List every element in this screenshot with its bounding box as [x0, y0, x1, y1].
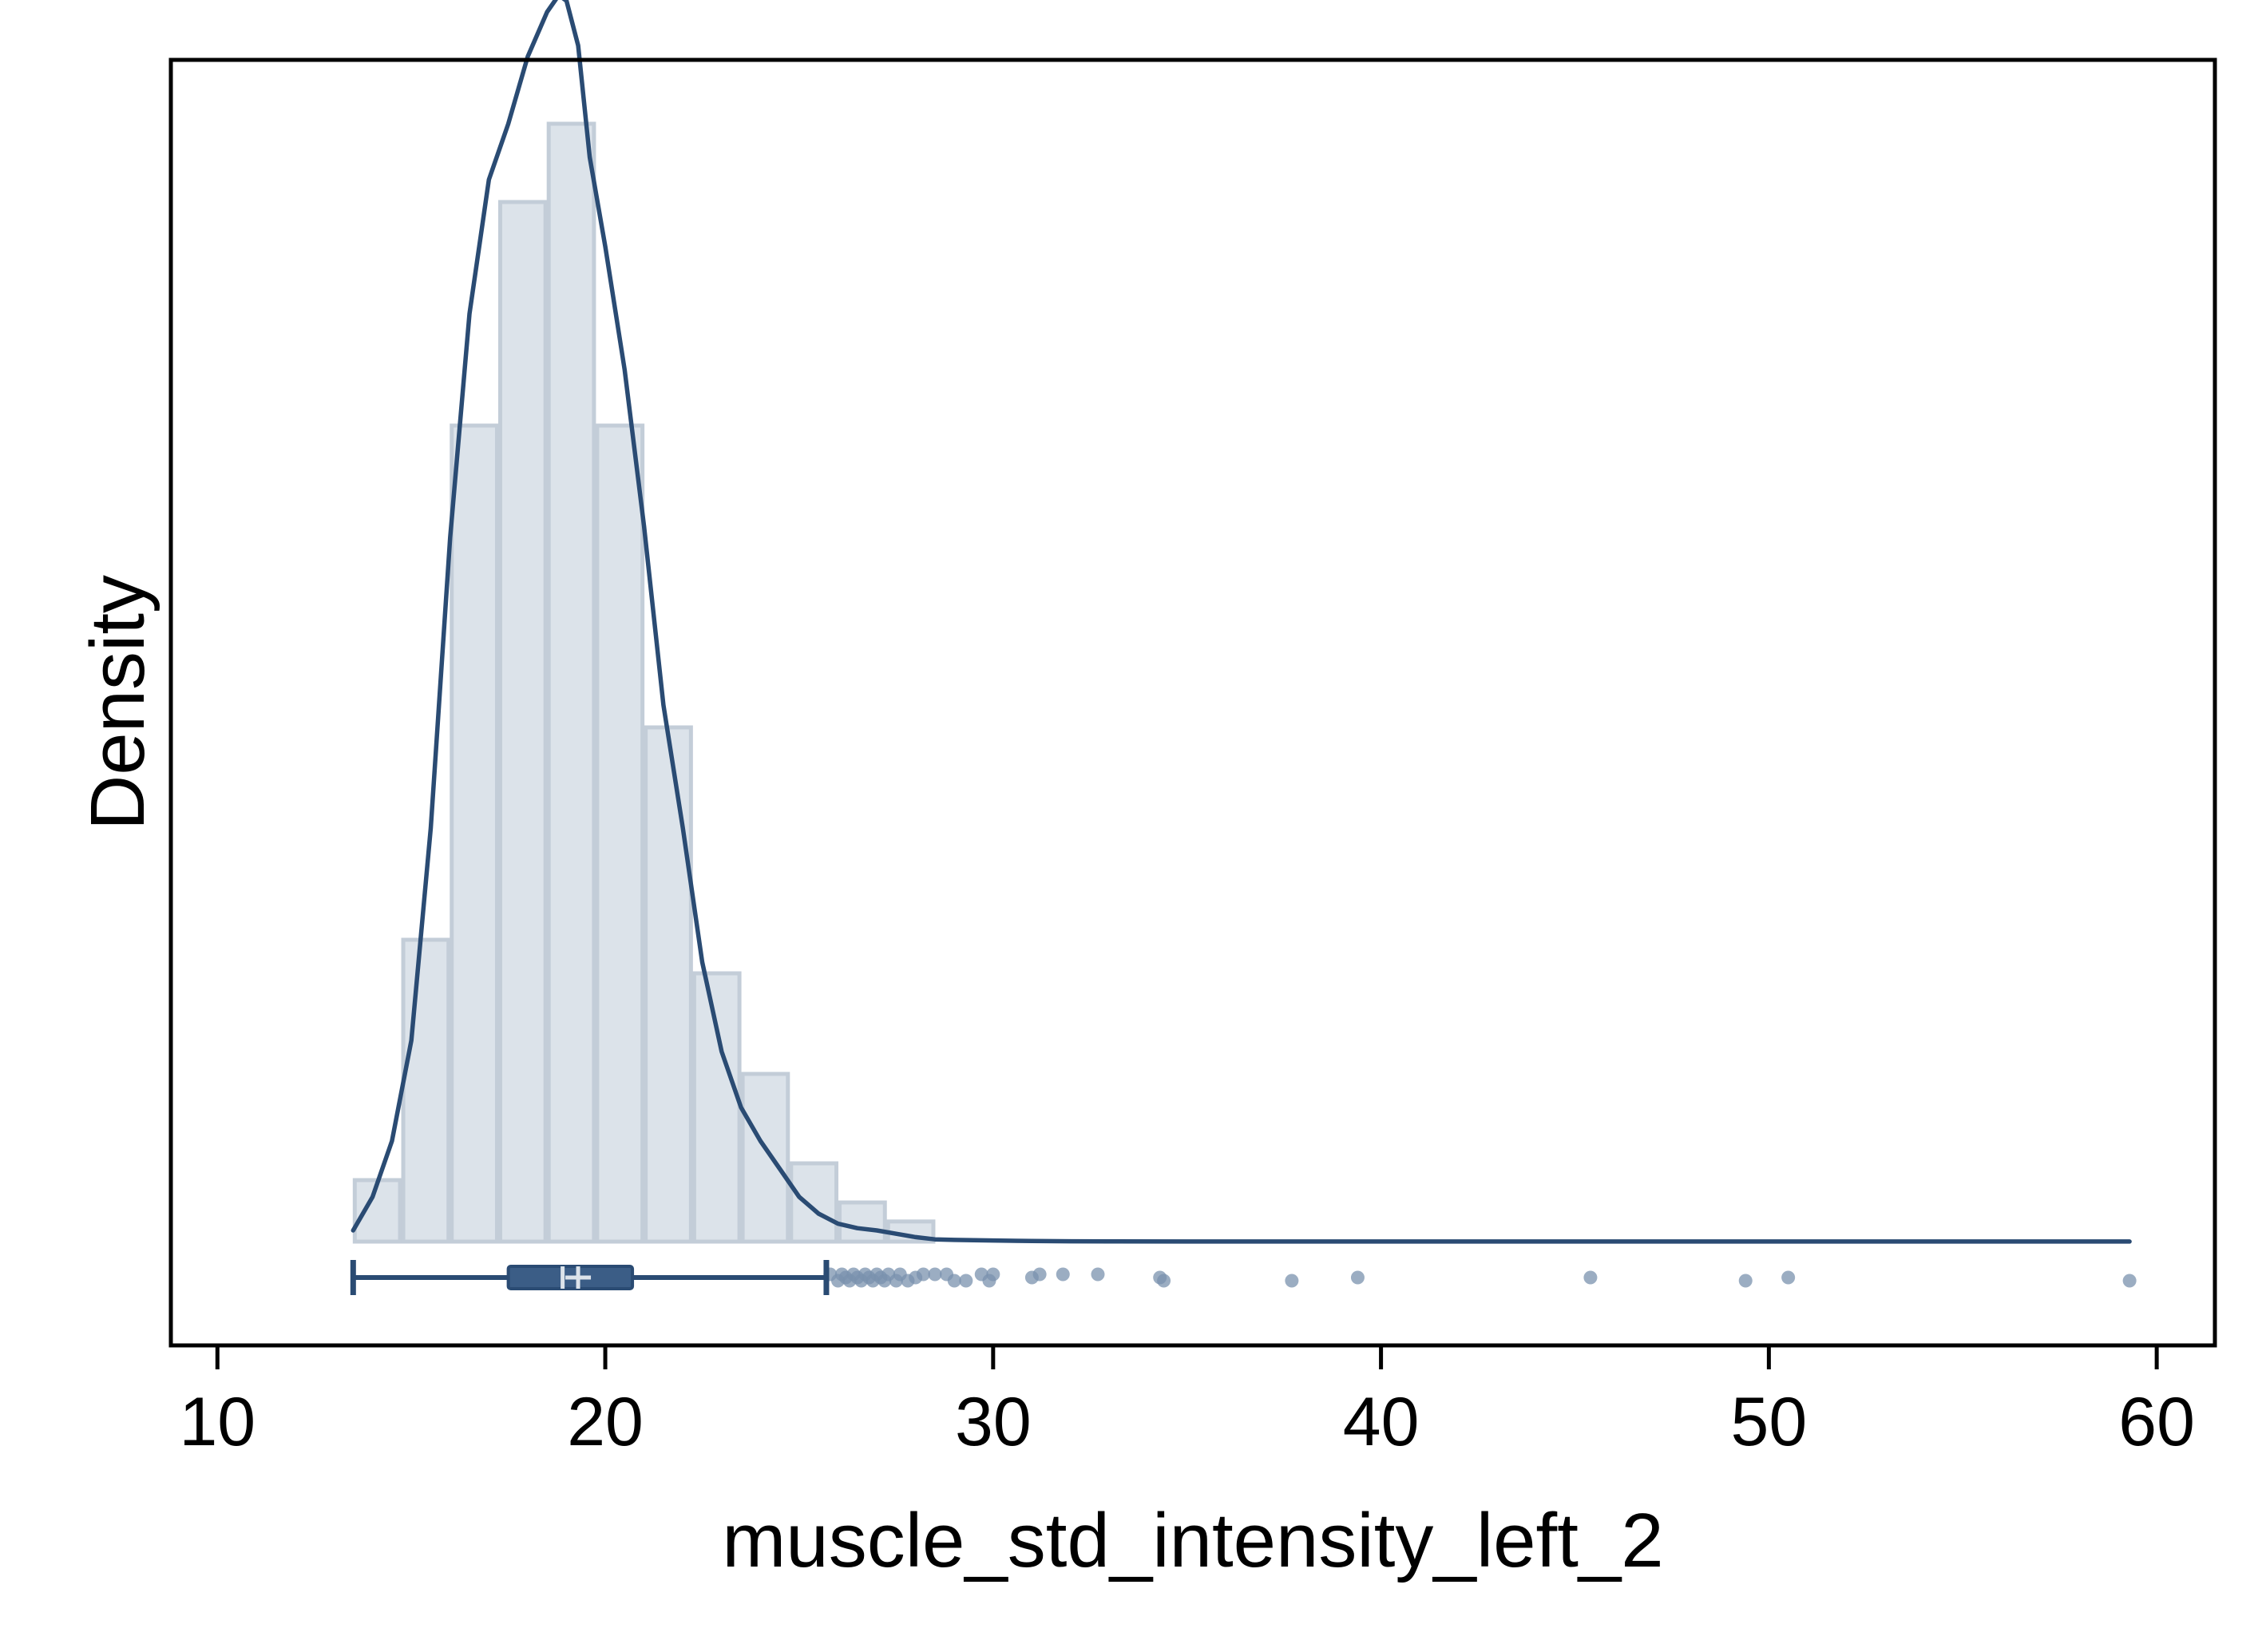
outlier-point [1285, 1274, 1299, 1288]
x-axis-title: muscle_std_intensity_left_2 [722, 1498, 1663, 1583]
outlier-point [1583, 1270, 1598, 1285]
outlier-point [1781, 1270, 1796, 1285]
histogram-bar [546, 121, 596, 1244]
outlier-point [986, 1267, 1000, 1282]
x-tick-label: 10 [179, 1384, 256, 1460]
histogram-bar [838, 1200, 887, 1244]
histogram-bar [401, 937, 451, 1244]
x-tick-label: 20 [567, 1384, 644, 1460]
outlier-point [1157, 1274, 1171, 1288]
box-plot [350, 1260, 2137, 1295]
y-axis-title: Density [75, 575, 160, 830]
histogram-bar [789, 1161, 839, 1244]
outlier-point [928, 1267, 942, 1282]
x-axis: 10 20 30 40 50 60 [179, 1345, 2195, 1460]
outlier-point [1091, 1267, 1105, 1282]
histogram-bar [691, 971, 742, 1244]
outlier-point [959, 1274, 973, 1288]
histogram-bar [644, 725, 693, 1244]
histogram-bar [450, 423, 499, 1244]
outlier-point [1032, 1267, 1047, 1282]
x-tick-label: 30 [955, 1384, 1032, 1460]
outlier-point [1056, 1267, 1070, 1282]
outlier-point [916, 1267, 930, 1282]
outlier-point [947, 1274, 961, 1288]
histogram-bar [740, 1072, 790, 1244]
plot-frame [168, 57, 2217, 1348]
outlier-point [1350, 1270, 1365, 1285]
x-tick-label: 50 [1731, 1384, 1808, 1460]
x-tick-label: 60 [2118, 1384, 2195, 1460]
density-curve-layer [351, 0, 2132, 1244]
histogram-bars [352, 121, 936, 1244]
outlier-point [2122, 1274, 2137, 1288]
x-tick-label: 40 [1343, 1384, 1420, 1460]
histogram-bar [595, 423, 645, 1244]
density-curve [351, 0, 2132, 1244]
outlier-point [1738, 1274, 1753, 1288]
histogram-bar [497, 200, 548, 1244]
